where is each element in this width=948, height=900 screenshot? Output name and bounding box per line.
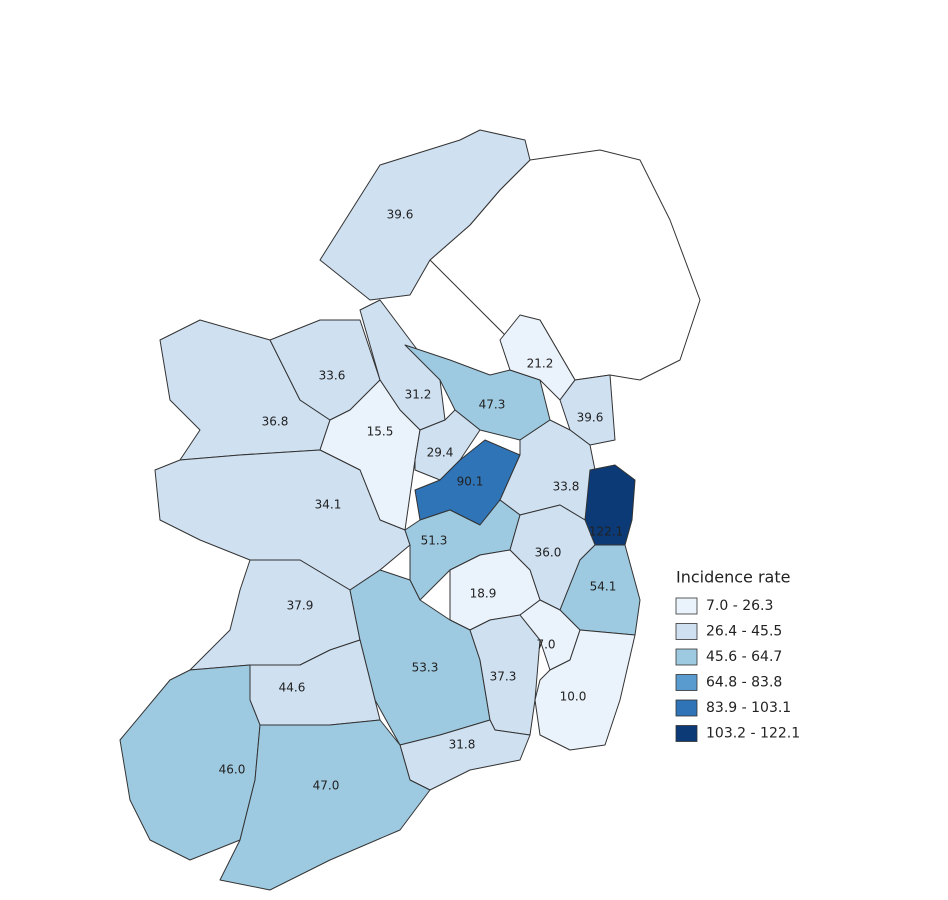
region-value: 34.1: [315, 498, 342, 512]
legend-label: 103.2 - 122.1: [706, 726, 800, 742]
legend-swatch: [675, 597, 698, 615]
region-value: 29.4: [427, 446, 454, 460]
region-value: 10.0: [560, 690, 587, 704]
region-value: 21.2: [527, 357, 554, 371]
region-value: 33.6: [319, 369, 346, 383]
region-value: 7.0: [536, 638, 555, 652]
county: [219, 719, 431, 891]
region-value: 15.5: [367, 425, 394, 439]
legend-label: 64.8 - 83.8: [706, 675, 782, 691]
region-value: 122.1: [589, 525, 623, 539]
region-labels: 39.6 36.8 33.6 31.2 15.5 34.1 47.3 21.2 39.6 29.4…: [219, 208, 624, 793]
legend-swatch: [675, 623, 698, 640]
legend-label: 83.9 - 103.1: [706, 700, 791, 716]
legend-title: Incidence rate: [676, 568, 790, 587]
region-value: 47.0: [313, 779, 340, 793]
region-value: 90.1: [457, 475, 484, 489]
region-value: 36.8: [262, 415, 289, 429]
region-value: 31.2: [405, 388, 432, 402]
county: [319, 129, 531, 301]
region-value: 33.8: [553, 480, 580, 494]
legend-swatch: [675, 699, 698, 717]
region-value: 53.3: [412, 661, 439, 675]
northern-ireland: [429, 149, 701, 381]
county: [534, 629, 636, 751]
county: [469, 614, 541, 736]
region-value: 39.6: [577, 411, 604, 425]
regions: [119, 129, 641, 891]
region-value: 51.3: [421, 534, 448, 548]
legend: 7.0 - 26.3 26.4 - 45.5 45.6 - 64.7 64.8 - 8…: [675, 597, 800, 742]
legend-swatch: [675, 674, 698, 691]
region-value: 44.6: [279, 681, 306, 695]
region-value: 37.3: [490, 670, 517, 684]
region-value: 18.9: [470, 587, 497, 601]
region-value: 37.9: [287, 599, 314, 613]
legend-swatch: [675, 725, 698, 742]
legend-swatch: [675, 648, 698, 666]
legend-label: 45.6 - 64.7: [706, 649, 782, 665]
region-value: 46.0: [219, 763, 246, 777]
region-value: 54.1: [590, 580, 617, 594]
legend-label: 26.4 - 45.5: [706, 624, 782, 640]
region-value: 31.8: [449, 738, 476, 752]
region-value: 47.3: [479, 398, 506, 412]
region-value: 39.6: [387, 208, 414, 222]
legend-label: 7.0 - 26.3: [706, 598, 773, 614]
region-value: 36.0: [535, 546, 562, 560]
